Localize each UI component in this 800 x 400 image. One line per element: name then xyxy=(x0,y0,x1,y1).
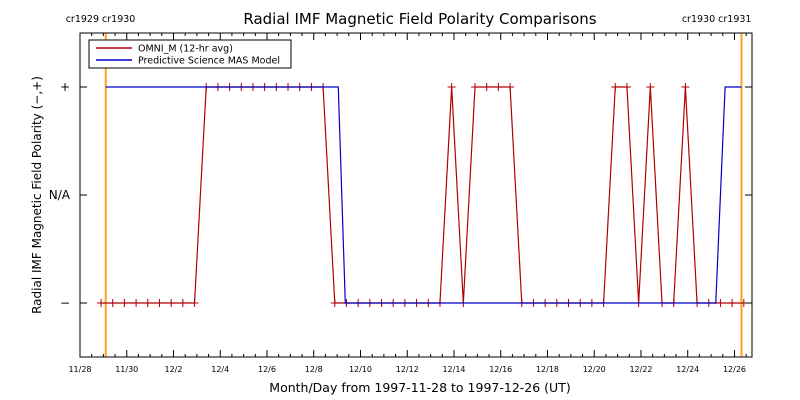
legend-label-mas: Predictive Science MAS Model xyxy=(138,56,280,67)
omni-data-point xyxy=(178,299,187,307)
carrington-marker-label: cr1929 cr1930 xyxy=(66,14,136,25)
omni-data-point xyxy=(97,299,106,307)
x-tick-label: 12/8 xyxy=(305,365,323,374)
omni-data-point xyxy=(132,299,141,307)
omni-data-point xyxy=(494,83,503,91)
omni-series-line xyxy=(101,86,744,304)
omni-data-point xyxy=(482,83,491,91)
omni-data-point xyxy=(611,83,620,91)
omni-data-point xyxy=(506,83,515,91)
x-tick-label: 12/24 xyxy=(676,365,699,374)
mas-series-line xyxy=(105,86,742,304)
omni-data-point xyxy=(622,83,631,91)
omni-data-point xyxy=(447,83,456,91)
y-tick-label: − xyxy=(60,296,70,310)
omni-data-point xyxy=(190,299,199,307)
x-axis-label: Month/Day from 1997-11-28 to 1997-12-26 … xyxy=(269,380,570,395)
x-tick-label: 12/2 xyxy=(165,365,183,374)
legend-box xyxy=(88,39,292,69)
x-tick-label: 12/6 xyxy=(258,365,276,374)
omni-data-point xyxy=(108,299,117,307)
x-tick-label: 12/20 xyxy=(583,365,606,374)
carrington-marker-label: cr1930 cr1931 xyxy=(682,14,752,25)
x-tick-label: 11/30 xyxy=(115,365,138,374)
x-tick-label: 12/4 xyxy=(211,365,229,374)
y-tick-label: + xyxy=(60,80,70,94)
legend: OMNI_M (12-hr avg) Predictive Science MA… xyxy=(88,39,292,69)
x-tick-label: 12/12 xyxy=(396,365,419,374)
x-tick-label: 12/10 xyxy=(349,365,372,374)
x-tick-label: 12/26 xyxy=(723,365,746,374)
omni-data-point xyxy=(646,83,655,91)
omni-data-point xyxy=(728,299,737,307)
x-tick-label: 12/16 xyxy=(489,365,512,374)
x-tick-label: 12/18 xyxy=(536,365,559,374)
omni-data-point xyxy=(120,299,129,307)
chart-title: Radial IMF Magnetic Field Polarity Compa… xyxy=(243,10,596,28)
y-axis-label: Radial IMF Magnetic Field Polarity (−,+) xyxy=(30,76,44,314)
legend-label-omni: OMNI_M (12-hr avg) xyxy=(138,44,233,55)
x-tick-label: 12/22 xyxy=(629,365,652,374)
omni-data-point xyxy=(716,299,725,307)
y-tick-label: N/A xyxy=(49,188,71,202)
omni-data-point xyxy=(471,83,480,91)
x-tick-label: 12/14 xyxy=(442,365,465,374)
omni-data-point xyxy=(681,83,690,91)
x-tick-label: 11/28 xyxy=(68,365,91,374)
plot-frame xyxy=(79,32,753,358)
omni-data-point xyxy=(330,299,339,307)
omni-data-point xyxy=(167,299,176,307)
plot-area xyxy=(97,33,748,357)
omni-data-point xyxy=(143,299,152,307)
omni-data-point xyxy=(155,299,164,307)
